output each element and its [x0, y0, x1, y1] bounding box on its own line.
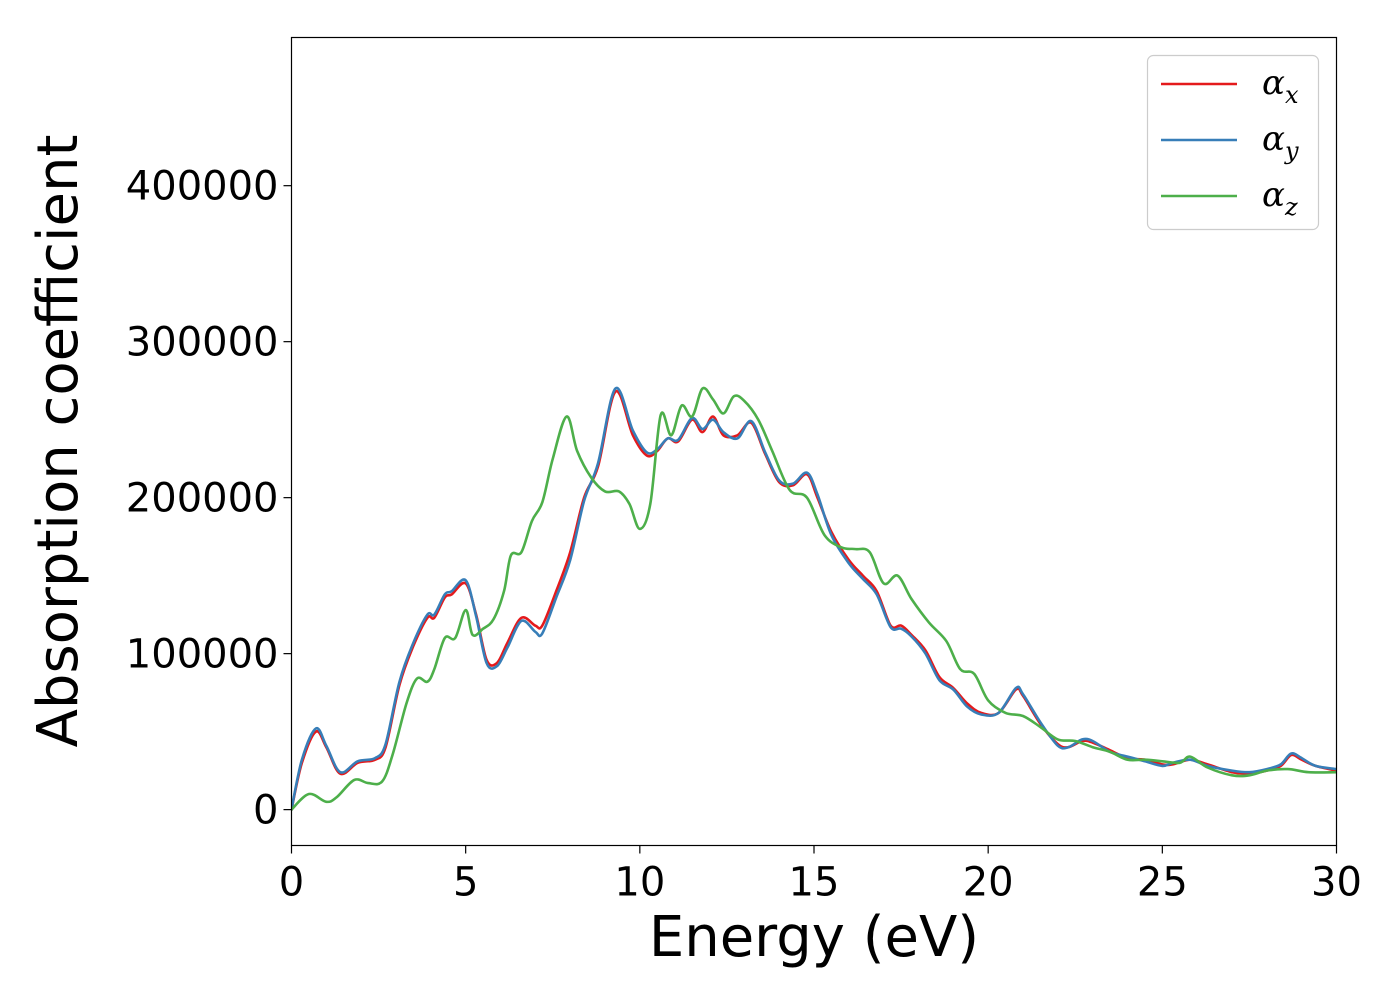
y-tick-label: 300000 [126, 320, 279, 366]
series-line-x [291, 390, 1337, 811]
x-tick-label: 20 [963, 860, 1014, 906]
x-tick-label: 30 [1311, 860, 1362, 906]
series-layer [291, 386, 1337, 811]
y-tick-label: 0 [253, 788, 278, 834]
series-line-z [291, 386, 1337, 811]
y-tick-label: 200000 [126, 476, 279, 522]
series-line-y [291, 386, 1337, 811]
x-tick-label: 0 [279, 860, 304, 906]
x-tick-label: 10 [614, 860, 665, 906]
x-tick-label: 25 [1137, 860, 1188, 906]
y-axis-label: Absorption coefficient [26, 135, 91, 748]
y-axis-ticks: 0 100000 200000 300000 400000 [126, 164, 292, 834]
x-axis-ticks: 0 5 10 15 20 25 30 [279, 845, 1362, 906]
y-tick-label: 400000 [126, 164, 279, 210]
y-tick-label: 100000 [126, 632, 279, 678]
x-tick-label: 15 [789, 860, 840, 906]
x-axis-label: Energy (eV) [649, 905, 979, 970]
legend-box [1146, 54, 1320, 231]
x-tick-label: 5 [453, 860, 478, 906]
